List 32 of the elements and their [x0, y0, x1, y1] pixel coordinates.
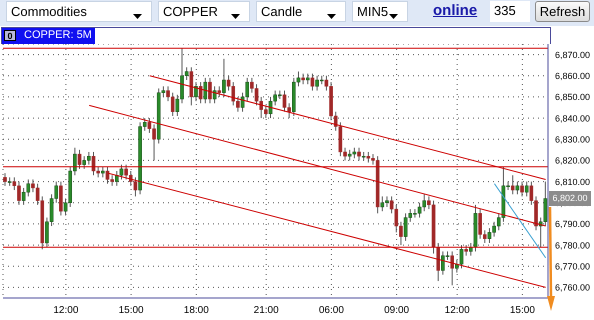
y-tick-label: 6,850.00: [555, 92, 590, 102]
x-tick-label: 15:00: [510, 305, 536, 316]
y-tick-label: 6,770.00: [555, 261, 590, 272]
text: online: [433, 2, 478, 19]
y-tick-label: 6,760.00: [555, 282, 590, 293]
x-tick-label: 12:00: [53, 305, 79, 316]
y-tick-label: 6,790.00: [555, 219, 590, 230]
x-tick-label: 21:00: [254, 305, 280, 316]
y-tick-label: 6,820.00: [555, 156, 590, 166]
y-tick-label: 6,830.00: [555, 134, 590, 144]
y-tick-label: 6,860.00: [555, 70, 590, 81]
annotation: 6,802.00: [549, 190, 591, 206]
text: Candle: [261, 4, 302, 19]
candlestick: [101, 166, 105, 178]
x-tick-label: 06:00: [318, 305, 344, 316]
candlestick: [78, 149, 82, 170]
y-tick-label: 6,870.00: [555, 50, 590, 60]
text: Refresh: [535, 1, 590, 22]
y-tick-label: 6,840.00: [555, 113, 590, 124]
x-tick-label: 09:00: [384, 305, 410, 316]
y-tick-label: 6,810.00: [555, 176, 590, 187]
text: MIN5: [357, 4, 388, 19]
text: COPPER: [163, 4, 218, 19]
text: 0: [4, 30, 16, 41]
text: 335: [494, 3, 516, 18]
text: Commodities: [11, 4, 87, 19]
candlestick: [208, 77, 212, 104]
x-tick-label: 15:00: [118, 305, 144, 316]
y-tick-label: 6,780.00: [555, 240, 590, 250]
x-tick-label: 12:00: [444, 305, 470, 316]
x-tick-label: 18:00: [184, 305, 210, 316]
chart-title: COPPER: 5M: [24, 29, 92, 41]
